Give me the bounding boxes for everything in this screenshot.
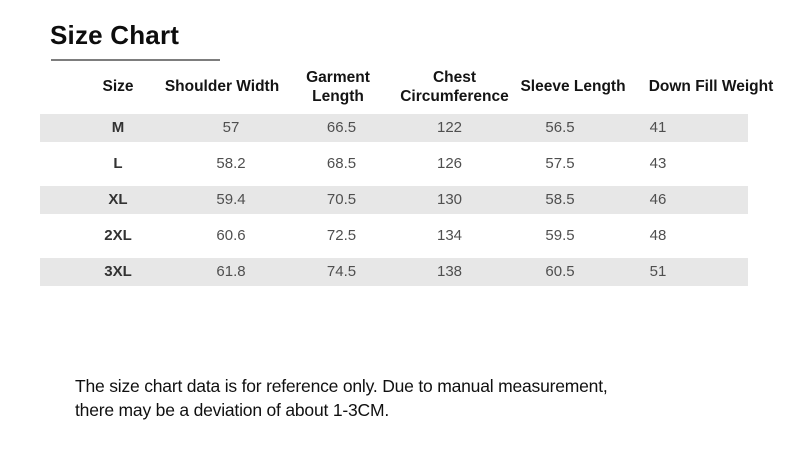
disclaimer-note: The size chart data is for reference onl… [75,374,608,422]
cell-chest-circumference: 138 [436,263,463,280]
cell-down-fill-weight: 46 [649,191,667,208]
column-header-shoulder-width: Shoulder Width [164,78,280,95]
table-row-3xl: 3XL 61.8 74.5 138 60.5 51 [40,258,790,286]
cell-size: L [113,155,123,172]
cell-down-fill-weight: 41 [649,119,667,136]
table-row-m: M 57 66.5 122 56.5 41 [40,114,790,142]
cell-sleeve-length: 59.5 [545,227,575,244]
cell-down-fill-weight: 43 [649,155,667,172]
table-row-l: L 58.2 68.5 126 57.5 43 [40,150,790,178]
size-table: Size Shoulder Width Garment Length Chest… [40,64,790,290]
cell-shoulder-width: 58.2 [216,155,246,172]
cell-garment-length: 68.5 [326,155,357,172]
cell-chest-circumference: 126 [436,155,463,172]
disclaimer-line-1: The size chart data is for reference onl… [75,376,608,396]
table-row-2xl: 2XL 60.6 72.5 134 59.5 48 [40,222,790,250]
cell-chest-circumference: 122 [436,119,463,136]
cell-garment-length: 72.5 [326,227,357,244]
cell-garment-length: 74.5 [326,263,357,280]
cell-sleeve-length: 60.5 [545,263,575,280]
cell-shoulder-width: 59.4 [216,191,246,208]
title-underline-divider [51,59,220,61]
cell-shoulder-width: 60.6 [216,227,246,244]
column-header-chest-circumference: Chest Circumference [400,69,509,105]
disclaimer-line-2: there may be a deviation of about 1-3CM. [75,400,389,420]
cell-down-fill-weight: 51 [649,263,667,280]
cell-size: M [111,119,125,136]
cell-garment-length: 66.5 [326,119,357,136]
cell-shoulder-width: 57 [222,119,240,136]
page-title: Size Chart [50,20,180,50]
cell-size: XL [108,191,128,208]
column-header-sleeve-length: Sleeve Length [520,78,626,95]
column-header-size: Size [102,78,134,95]
cell-sleeve-length: 57.5 [545,155,575,172]
column-header-down-fill-weight: Down Fill Weight [648,78,774,95]
table-header-row: Size Shoulder Width Garment Length Chest… [40,64,790,110]
cell-chest-circumference: 130 [436,191,463,208]
cell-sleeve-length: 58.5 [545,191,575,208]
table-row-xl: XL 59.4 70.5 130 58.5 46 [40,186,790,214]
cell-size: 2XL [104,227,132,244]
column-header-garment-length: Garment Length [306,69,370,105]
cell-sleeve-length: 56.5 [545,119,575,136]
cell-size: 3XL [104,263,132,280]
cell-down-fill-weight: 48 [649,227,667,244]
cell-garment-length: 70.5 [326,191,357,208]
cell-chest-circumference: 134 [436,227,463,244]
cell-shoulder-width: 61.8 [216,263,246,280]
